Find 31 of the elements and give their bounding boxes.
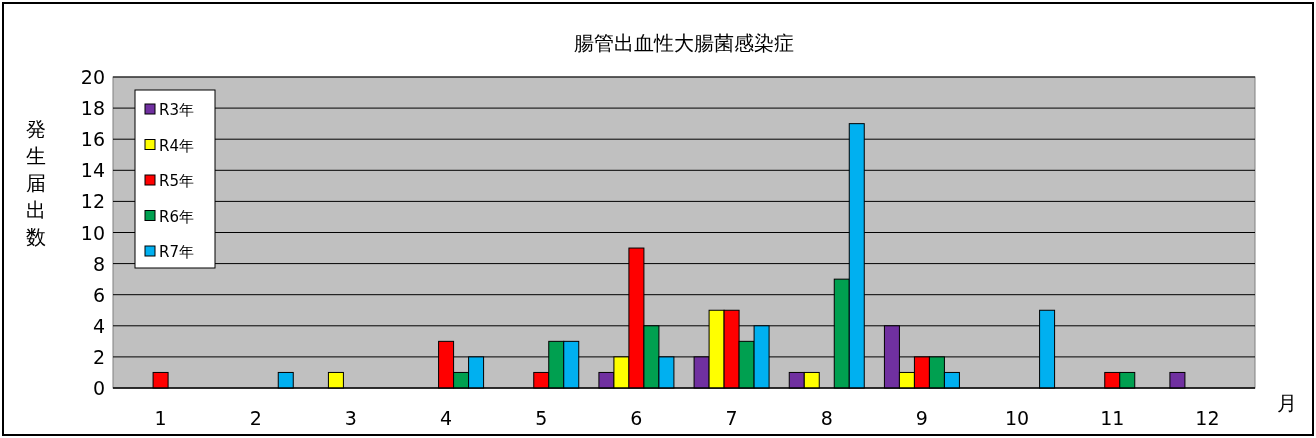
legend-label: R4年 xyxy=(159,136,194,155)
x-tick-label: 10 xyxy=(1004,407,1030,429)
y-tick-label: 14 xyxy=(80,159,105,182)
x-tick-label: 7 xyxy=(725,407,738,429)
y-tick-label: 4 xyxy=(92,314,105,337)
y-tick-label: 20 xyxy=(80,66,105,88)
x-tick-label: 1 xyxy=(154,407,167,429)
y-tick-label: 2 xyxy=(92,345,105,368)
y-tick-label: 12 xyxy=(80,190,105,213)
y-axis-title: 発生届出数 xyxy=(26,117,46,249)
chart-title: 腸管出血性大腸菌感染症 xyxy=(574,31,794,55)
x-tick-label: 2 xyxy=(249,407,262,429)
legend-label: R7年 xyxy=(159,243,194,261)
y-tick-label: 0 xyxy=(92,377,105,399)
legend-label: R6年 xyxy=(159,207,194,226)
legend-label: R3年 xyxy=(159,101,194,119)
y-tick-label: 16 xyxy=(80,128,105,151)
y-tick-label: 8 xyxy=(92,252,105,275)
x-tick-label: 9 xyxy=(915,407,928,429)
y-tick-label: 6 xyxy=(92,283,105,306)
x-tick-label: 5 xyxy=(535,407,548,429)
legend-label: R5年 xyxy=(159,172,194,190)
x-tick-label: 11 xyxy=(1100,407,1125,429)
x-tick-label: 8 xyxy=(820,407,833,429)
x-axis-title: 月 xyxy=(1277,391,1297,415)
x-tick-label: 6 xyxy=(630,407,643,429)
x-tick-label: 4 xyxy=(440,407,453,429)
y-tick-label: 10 xyxy=(80,221,105,244)
y-tick-label: 18 xyxy=(80,97,105,120)
x-tick-label: 12 xyxy=(1195,407,1220,429)
x-tick-label: 3 xyxy=(344,407,357,429)
